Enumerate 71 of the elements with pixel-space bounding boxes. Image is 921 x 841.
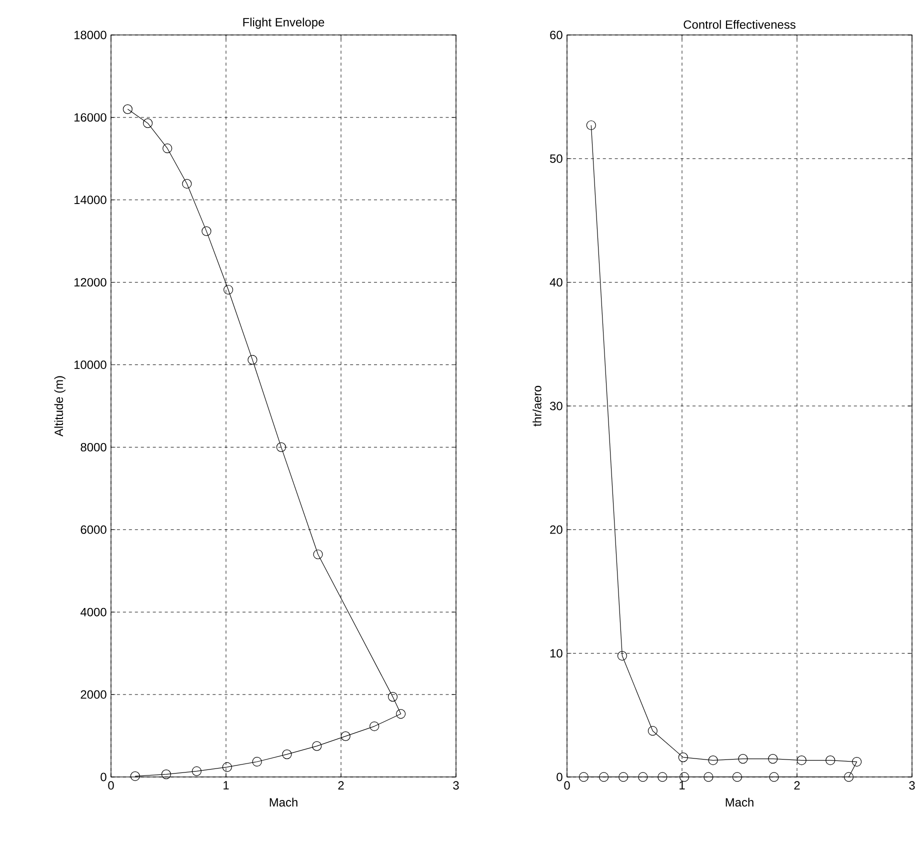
y-axis-title: thr/aero <box>532 386 542 426</box>
point <box>826 755 836 766</box>
point <box>248 355 258 365</box>
point <box>282 750 292 760</box>
point <box>224 284 234 295</box>
point <box>122 104 132 114</box>
point <box>182 178 192 189</box>
point <box>312 741 322 751</box>
point <box>578 772 588 782</box>
y-tick-label: 14000 <box>74 196 106 204</box>
point <box>658 772 668 782</box>
point <box>769 772 779 782</box>
point <box>252 756 262 767</box>
point <box>143 118 153 128</box>
y-tick-label: 50 <box>550 154 562 163</box>
y-axis-title: Altitude (m) <box>54 376 66 437</box>
x-tick-label: 1 <box>680 781 685 790</box>
y-tick-label: 10000 <box>74 360 106 369</box>
point <box>732 772 742 782</box>
x-axis-title: Mach <box>270 798 298 807</box>
y-tick-label: 2000 <box>80 690 106 699</box>
point <box>708 755 718 766</box>
point <box>617 650 628 661</box>
point <box>648 726 658 736</box>
point <box>680 772 690 782</box>
x-axis-title: Mach <box>726 798 754 807</box>
y-tick-label: 4000 <box>80 608 106 616</box>
point <box>313 550 323 560</box>
x-tick-label: 0 <box>564 781 570 790</box>
point <box>852 756 862 767</box>
point <box>222 762 232 772</box>
point <box>704 772 714 782</box>
x-tick-label: 3 <box>453 781 459 790</box>
x-tick-label: 3 <box>909 781 915 790</box>
y-tick-label: 12000 <box>74 278 106 287</box>
y-tick-label: 0 <box>556 772 562 782</box>
y-tick-label: 10 <box>550 649 562 658</box>
x-tick-label: 0 <box>108 781 114 790</box>
point <box>202 226 212 236</box>
point <box>844 772 854 782</box>
y-tick-label: 8000 <box>80 442 106 452</box>
y-tick-label: 6000 <box>80 525 106 534</box>
x-tick-label: 2 <box>794 781 800 790</box>
chart-title: Control Effectiveness <box>684 20 796 29</box>
point <box>396 709 406 719</box>
point <box>192 766 202 776</box>
point <box>638 772 648 782</box>
y-tick-label: 0 <box>100 772 106 782</box>
point <box>130 771 140 781</box>
point <box>162 144 172 154</box>
chart-title: Flight Envelope <box>243 18 324 29</box>
x-tick-label: 2 <box>338 781 344 790</box>
point <box>796 755 806 766</box>
y-tick-label: 30 <box>550 402 562 410</box>
y-tick-label: 20 <box>550 525 562 534</box>
y-tick-label: 16000 <box>74 113 106 122</box>
point <box>586 120 596 130</box>
y-tick-label: 40 <box>550 278 562 287</box>
y-tick-label: 18000 <box>74 30 106 40</box>
point <box>161 770 172 780</box>
point <box>738 754 748 764</box>
point <box>340 731 350 741</box>
point <box>768 754 778 764</box>
point <box>276 442 286 452</box>
point <box>599 772 609 782</box>
y-tick-label: 60 <box>550 30 562 40</box>
point <box>370 721 380 732</box>
point <box>618 772 628 782</box>
point <box>678 752 688 762</box>
point <box>388 692 398 702</box>
x-tick-label: 1 <box>224 781 229 790</box>
